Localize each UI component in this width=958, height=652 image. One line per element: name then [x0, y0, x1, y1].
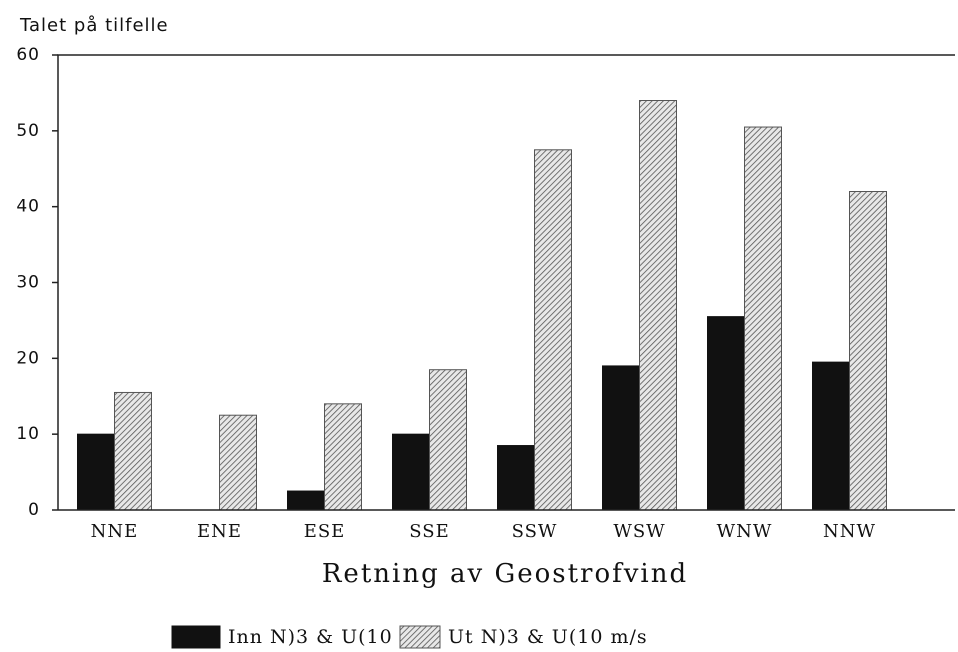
y-tick-label: 0: [28, 500, 40, 520]
x-tick-label: NNE: [91, 521, 139, 542]
bar: [429, 369, 467, 511]
legend-swatch: [399, 625, 441, 649]
x-tick-label: ENE: [197, 521, 242, 542]
legend-label: Inn N)3 & U(10 m/s: [228, 626, 437, 648]
y-tick-label: 40: [16, 197, 40, 217]
y-tick-label: 30: [16, 273, 40, 293]
bar: [77, 433, 115, 511]
bar: [602, 365, 640, 511]
y-tick-label: 20: [16, 348, 40, 368]
bar: [219, 414, 257, 511]
y-tick-label: 60: [16, 45, 40, 65]
x-tick-label: SSE: [409, 521, 450, 542]
bar: [849, 191, 887, 511]
y-axis-title: Talet på tilfelle: [19, 15, 169, 36]
bar: [534, 149, 572, 511]
legend: Inn N)3 & U(10 m/s Ut N)3 & U(10 m/s: [171, 625, 648, 649]
y-tick-label: 50: [16, 121, 40, 141]
bar: [497, 445, 535, 511]
bar: [744, 126, 782, 511]
x-tick-label: ESE: [304, 521, 346, 542]
x-tick-label: WNW: [717, 521, 773, 542]
x-axis-title: Retning av Geostrofvind: [322, 559, 688, 589]
bar: [114, 391, 152, 511]
bar: [707, 316, 745, 511]
x-tick-label: SSW: [512, 521, 558, 542]
bar: [324, 403, 362, 511]
bar: [287, 490, 325, 511]
bar: [392, 433, 430, 511]
bar: [812, 361, 850, 511]
legend-swatch: [171, 625, 221, 649]
legend-label: Ut N)3 & U(10 m/s: [448, 626, 648, 648]
y-tick-label: 10: [16, 424, 40, 444]
bar: [639, 100, 677, 511]
x-tick-label: NNW: [823, 521, 876, 542]
x-tick-label: WSW: [613, 521, 665, 542]
